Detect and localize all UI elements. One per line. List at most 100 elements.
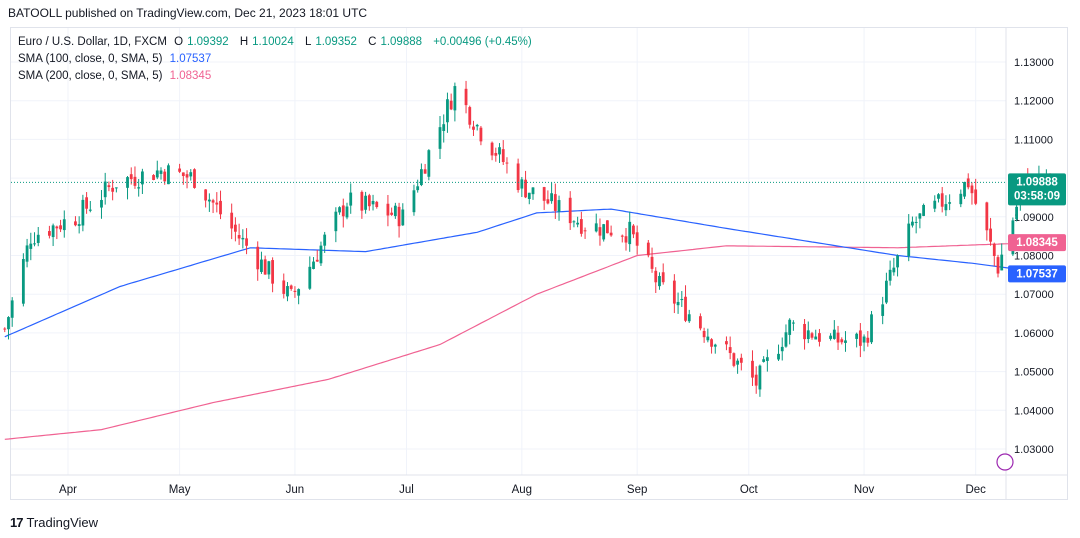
candle-body xyxy=(241,237,245,240)
candle-body xyxy=(475,124,479,127)
candle-body xyxy=(159,170,163,174)
candle-body xyxy=(810,333,814,338)
candle-body xyxy=(234,224,237,232)
candle-body xyxy=(7,317,10,330)
candle-body xyxy=(628,221,632,245)
y-tick-label: 1.08000 xyxy=(1014,251,1054,263)
sma100-line xyxy=(4,208,1051,338)
candle-body xyxy=(271,260,274,284)
candle-body xyxy=(55,226,59,229)
close-number: 1.09888 xyxy=(380,36,423,48)
candle-body xyxy=(762,359,766,362)
sma100-label: SMA (100, close, 0, SMA, 5) xyxy=(18,53,163,65)
chart-frame xyxy=(10,27,1068,500)
symbol-title[interactable]: Euro / U.S. Dollar, 1D, FXCM xyxy=(18,36,167,48)
candle-body xyxy=(204,189,208,201)
candle-body xyxy=(609,232,613,236)
candle-body xyxy=(360,191,364,211)
candle-body xyxy=(944,204,948,211)
sma100-legend[interactable]: SMA (100, close, 0, SMA, 5) 1.07537 xyxy=(18,53,215,65)
candle-body xyxy=(732,353,736,366)
candle-body xyxy=(862,336,866,343)
candle-body xyxy=(215,202,219,205)
candle-body xyxy=(427,150,431,177)
low-value: L 1.09352 xyxy=(305,36,361,48)
close-label: C xyxy=(368,36,377,48)
candle-body xyxy=(315,259,319,262)
candle-body xyxy=(312,261,315,269)
candle-body xyxy=(888,269,892,281)
x-tick-label: Dec xyxy=(965,484,986,496)
candle-body xyxy=(702,330,706,338)
candle-body xyxy=(751,360,754,378)
candle-body xyxy=(442,124,446,131)
sma100-price-tag-text: 1.07537 xyxy=(1016,268,1058,280)
candle-body xyxy=(420,169,423,186)
candle-body xyxy=(62,219,66,231)
candle-body xyxy=(598,227,602,236)
candle-body xyxy=(777,353,780,360)
candle-body xyxy=(505,162,509,164)
y-tick-label: 1.07000 xyxy=(1014,289,1054,301)
candle-body xyxy=(282,280,286,294)
candle-body xyxy=(133,176,137,186)
y-tick-label: 1.11000 xyxy=(1014,134,1053,146)
candle-body xyxy=(933,200,937,209)
candle-body xyxy=(594,223,598,232)
candle-body xyxy=(583,230,587,232)
candle-body xyxy=(650,256,654,269)
candle-body xyxy=(393,205,397,217)
candle-body xyxy=(167,165,170,185)
high-number: 1.10024 xyxy=(252,36,294,48)
candle-body xyxy=(866,337,870,343)
candle-body xyxy=(713,344,717,347)
candle-body xyxy=(870,314,873,343)
candle-body xyxy=(739,357,743,363)
candle-body xyxy=(207,199,211,202)
candle-body xyxy=(992,243,996,256)
y-tick-label: 1.05000 xyxy=(1014,367,1054,379)
x-tick-label: Jun xyxy=(286,484,305,496)
candle-body xyxy=(553,194,557,211)
candle-body xyxy=(855,333,859,339)
candle-body xyxy=(371,200,375,205)
candle-body xyxy=(297,289,301,296)
candle-body xyxy=(129,174,133,180)
candle-body xyxy=(576,222,580,225)
candle-body xyxy=(181,172,185,177)
candle-body xyxy=(885,280,888,303)
candle-body xyxy=(189,172,193,177)
candle-body xyxy=(472,126,475,130)
candle-body xyxy=(349,192,353,206)
candle-body xyxy=(375,201,379,208)
candle-body xyxy=(286,286,289,297)
candle-body xyxy=(907,223,911,257)
candle-body xyxy=(963,182,966,197)
tradingview-footer[interactable]: 17 TradingView xyxy=(10,515,98,530)
candle-body xyxy=(211,200,215,203)
y-tick-label: 1.04000 xyxy=(1014,405,1054,417)
y-tick-label: 1.13000 xyxy=(1014,57,1054,69)
event-marker-icon xyxy=(996,453,1014,471)
candle-body xyxy=(996,257,1000,274)
candle-body xyxy=(844,340,847,343)
sma200-label: SMA (200, close, 0, SMA, 5) xyxy=(18,70,163,82)
candle-body xyxy=(661,272,665,283)
candle-body xyxy=(572,221,576,223)
candle-body xyxy=(1015,206,1018,220)
candle-body xyxy=(107,185,111,188)
candle-body xyxy=(710,339,713,347)
candle-body xyxy=(832,329,836,339)
candle-body xyxy=(423,169,427,174)
candle-body xyxy=(185,174,189,178)
sma200-legend[interactable]: SMA (200, close, 0, SMA, 5) 1.08345 xyxy=(18,70,215,82)
candle-body xyxy=(970,185,974,194)
candle-body xyxy=(780,346,784,352)
candle-body xyxy=(803,323,806,340)
candle-body xyxy=(765,357,769,361)
candle-body xyxy=(937,194,940,199)
candle-body xyxy=(948,202,952,204)
candle-body xyxy=(758,365,762,390)
candle-body xyxy=(699,316,702,329)
